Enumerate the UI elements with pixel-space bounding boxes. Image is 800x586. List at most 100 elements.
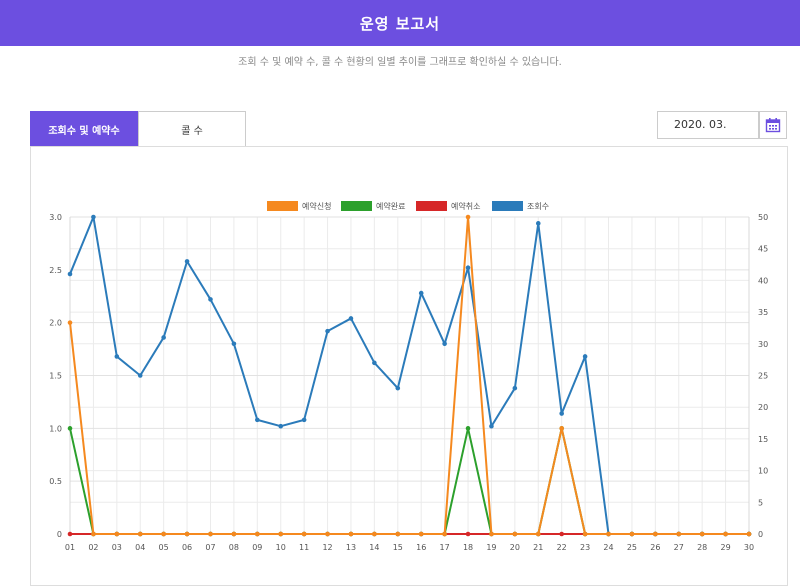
legend-label: 예약완료 — [376, 201, 405, 211]
page-subtitle: 조회 수 및 예약 수, 콜 수 현황의 일별 추이를 그래프로 확인하실 수 … — [238, 57, 562, 68]
data-point — [418, 290, 424, 296]
data-point — [301, 417, 307, 423]
x-tick-label: 29 — [720, 543, 730, 552]
y-left-tick-label: 3.0 — [49, 213, 62, 222]
x-tick-label: 09 — [252, 543, 262, 552]
tab-views-reservations[interactable]: 조회수 및 예약수 — [30, 111, 138, 146]
data-point — [278, 423, 284, 429]
legend-label: 조회수 — [527, 202, 549, 211]
month-input[interactable]: 2020. 03. — [657, 111, 759, 139]
x-tick-label: 17 — [440, 543, 450, 552]
data-point — [208, 297, 213, 302]
data-point — [348, 316, 354, 321]
data-point — [442, 531, 447, 537]
legend-swatch — [341, 201, 372, 211]
x-tick-label: 15 — [393, 543, 403, 552]
data-point — [653, 531, 658, 537]
data-point — [723, 531, 728, 537]
data-point — [325, 328, 330, 334]
calendar-button[interactable] — [759, 111, 787, 139]
y-right-tick-label: 5 — [758, 498, 763, 507]
data-point — [465, 531, 471, 537]
data-point — [231, 531, 237, 537]
y-left-tick-label: 2.0 — [49, 319, 62, 328]
legend-label: 예약신청 — [302, 201, 331, 211]
data-point — [535, 531, 541, 537]
data-point — [676, 531, 682, 537]
data-point — [255, 417, 260, 423]
data-point — [699, 531, 705, 537]
tab-bar: 조회수 및 예약수 콜 수 — [30, 111, 246, 146]
x-tick-label: 23 — [580, 543, 590, 552]
data-point — [67, 271, 73, 277]
x-tick-label: 07 — [205, 543, 215, 552]
x-tick-label: 11 — [299, 543, 309, 552]
data-point — [606, 531, 611, 537]
x-tick-label: 21 — [533, 543, 543, 552]
data-point — [489, 423, 494, 429]
data-point — [465, 214, 471, 220]
y-left-tick-label: 1.5 — [49, 372, 62, 381]
data-point — [161, 335, 166, 340]
data-point — [395, 531, 401, 537]
legend-swatch — [267, 201, 298, 211]
x-tick-label: 26 — [650, 543, 660, 552]
x-tick-label: 18 — [463, 543, 473, 552]
x-tick-label: 01 — [65, 543, 75, 552]
data-point — [629, 531, 635, 537]
data-point — [161, 531, 166, 537]
y-right-tick-label: 45 — [758, 245, 768, 254]
calendar-icon — [765, 118, 781, 133]
data-point — [208, 531, 213, 537]
data-point — [535, 221, 541, 226]
data-point — [512, 531, 518, 537]
y-right-tick-label: 0 — [758, 530, 763, 539]
data-point — [372, 360, 377, 366]
data-point — [114, 354, 120, 359]
data-point — [91, 531, 96, 537]
x-tick-label: 30 — [744, 543, 754, 552]
data-point — [582, 354, 588, 359]
data-point — [114, 531, 120, 537]
x-tick-label: 22 — [557, 543, 567, 552]
data-point — [67, 426, 73, 431]
tab-calls[interactable]: 콜 수 — [138, 111, 246, 146]
y-right-tick-label: 50 — [758, 213, 768, 222]
series-line-1 — [69, 216, 749, 535]
header-bar: 운영 보고서 — [0, 0, 800, 46]
x-tick-label: 04 — [135, 543, 145, 552]
data-point — [67, 531, 73, 537]
data-point — [442, 341, 447, 347]
data-point — [582, 531, 588, 537]
data-point — [418, 531, 424, 537]
y-right-tick-label: 10 — [758, 467, 768, 476]
x-tick-label: 14 — [369, 543, 379, 552]
x-tick-label: 02 — [88, 543, 98, 552]
legend-label: 예약취소 — [451, 201, 480, 211]
x-tick-label: 27 — [674, 543, 684, 552]
data-point — [372, 531, 377, 537]
x-tick-label: 25 — [627, 543, 637, 552]
y-right-tick-label: 25 — [758, 372, 768, 381]
data-point — [301, 531, 307, 537]
data-point — [255, 531, 260, 537]
data-point — [395, 385, 401, 391]
data-point — [348, 531, 354, 537]
chart-grid — [69, 216, 750, 535]
x-tick-label: 06 — [182, 543, 192, 552]
y-right-tick-label: 40 — [758, 276, 768, 285]
y-left-tick-label: 2.5 — [49, 266, 62, 275]
data-point — [465, 265, 471, 271]
x-tick-label: 08 — [229, 543, 239, 552]
data-point — [559, 411, 564, 416]
data-point — [559, 531, 564, 537]
chart-series — [67, 214, 752, 537]
x-tick-label: 05 — [159, 543, 169, 552]
chart-axes: 01 02 03 04 05 06 07 08 09 10 11 12 13 14 15 16 17 18 19 20… — [49, 213, 768, 552]
x-tick-label: 10 — [276, 543, 286, 552]
legend-swatch — [416, 201, 447, 211]
data-point — [559, 426, 564, 431]
data-point — [137, 531, 143, 537]
x-tick-label: 20 — [510, 543, 520, 552]
